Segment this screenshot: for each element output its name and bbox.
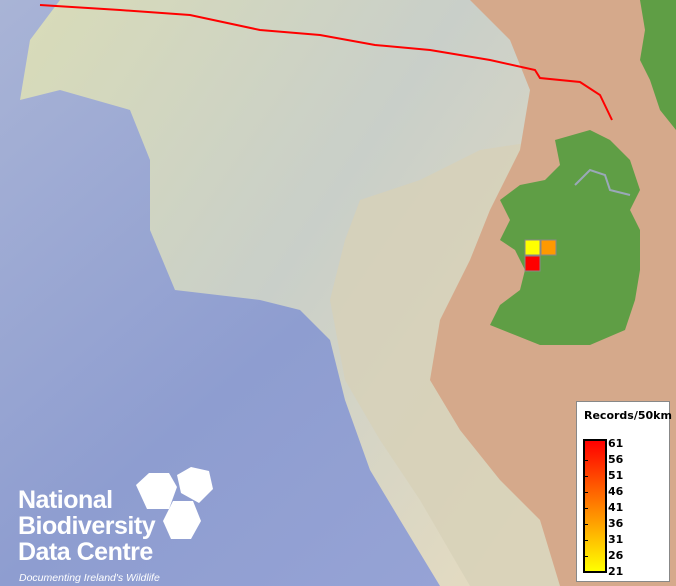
legend-tick-mark bbox=[585, 460, 588, 461]
logo-tagline: Documenting Ireland's Wildlife bbox=[19, 572, 160, 584]
butterfly-hexagon-icon bbox=[177, 467, 213, 503]
legend-tick-mark bbox=[585, 476, 588, 477]
legend-tick-label: 21 bbox=[608, 565, 624, 578]
legend-tick-mark bbox=[585, 524, 588, 525]
legend-tick-label: 31 bbox=[608, 533, 624, 546]
legend-tick-mark bbox=[585, 492, 588, 493]
grid-cell-61[interactable] bbox=[524, 255, 541, 272]
legend-color-ramp bbox=[583, 439, 607, 573]
ireland-landmass bbox=[490, 130, 640, 345]
grid-cell-36[interactable] bbox=[540, 239, 557, 256]
ni-border bbox=[574, 168, 631, 196]
grid-cell-21[interactable] bbox=[524, 239, 541, 256]
legend-tick-label: 41 bbox=[608, 501, 624, 514]
legend-tick-label: 56 bbox=[608, 453, 624, 466]
legend-tick-mark bbox=[585, 540, 588, 541]
legend-tick-mark bbox=[585, 508, 588, 509]
legend-tick-label: 61 bbox=[608, 437, 624, 450]
legend-tick-label: 26 bbox=[608, 549, 624, 562]
hexagon-icons bbox=[136, 467, 213, 539]
seahorse-hexagon-icon bbox=[163, 501, 201, 539]
legend-tick-label: 36 bbox=[608, 517, 624, 530]
plant-hexagon-icon bbox=[136, 473, 177, 509]
legend-tick-mark bbox=[585, 556, 588, 557]
legend: Records/50km 61 56 51 46 41 36 31 26 21 bbox=[576, 401, 672, 582]
legend-tick-label: 51 bbox=[608, 469, 624, 482]
logo-line-1: National bbox=[18, 486, 113, 514]
logo-line-3: Data Centre bbox=[18, 538, 153, 566]
eez-boundary bbox=[39, 4, 613, 121]
logo-line-2: Biodiversity bbox=[18, 512, 156, 540]
nbdc-logo: National Biodiversity Data Centre Docume… bbox=[18, 467, 218, 584]
britain-landmass bbox=[640, 0, 676, 130]
legend-tick-label: 46 bbox=[608, 485, 624, 498]
legend-title: Records/50km bbox=[584, 409, 672, 422]
